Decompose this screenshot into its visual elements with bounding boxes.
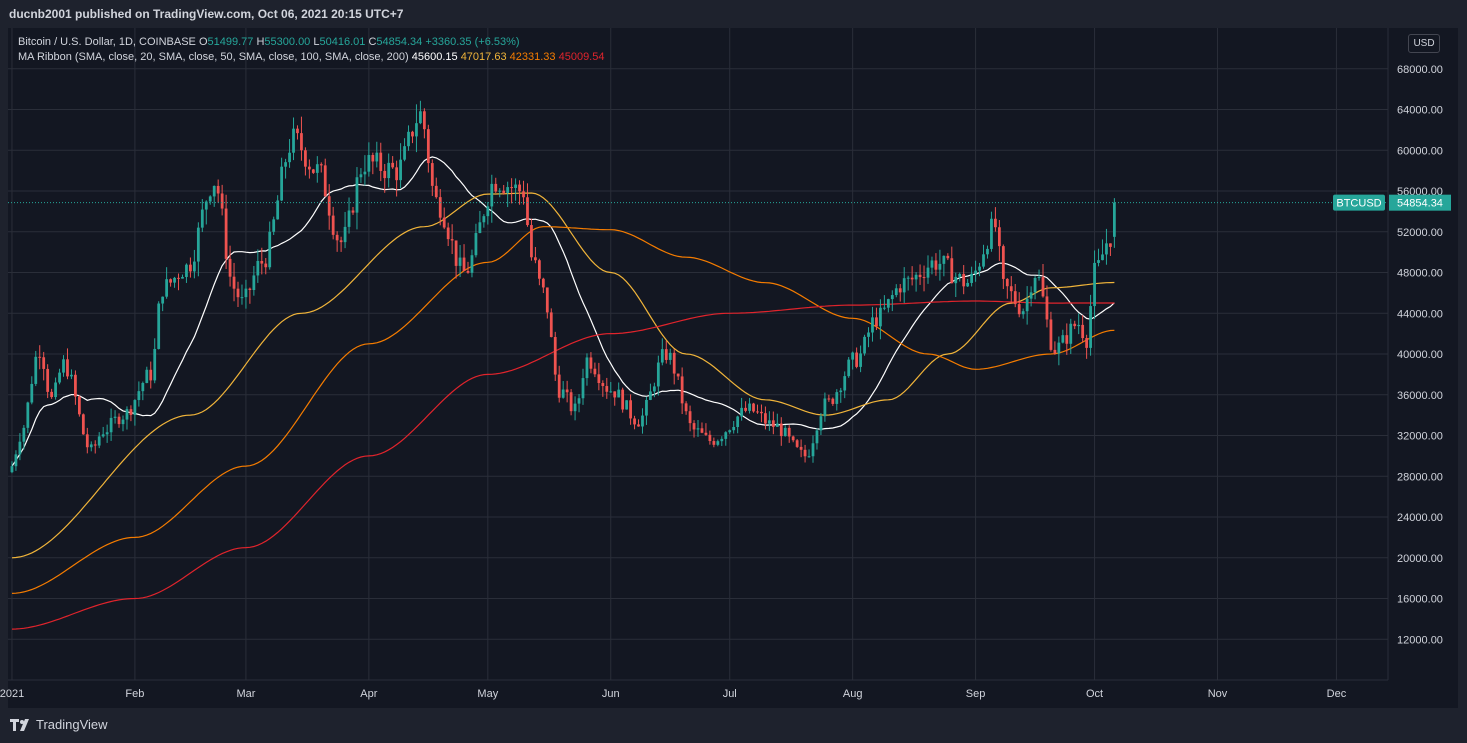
publish-header: ducnb2001 published on TradingView.com, … (0, 0, 1467, 28)
ma-legend-row: MA Ribbon (SMA, close, 20, SMA, close, 5… (18, 50, 604, 65)
open-label: O (198, 36, 208, 48)
ma-ribbon-label: MA Ribbon (SMA, close, 20, SMA, close, 5… (18, 51, 409, 63)
footer-brand[interactable]: TradingView (10, 717, 108, 732)
open-value: 51499.77 (207, 36, 254, 48)
close-label: C (368, 36, 377, 48)
ma50-value: 47017.63 (460, 51, 507, 63)
ma100-value: 42331.33 (509, 51, 556, 63)
low-value: 50416.01 (319, 36, 366, 48)
tradingview-logo-icon (10, 718, 29, 731)
footer-brand-label: TradingView (36, 717, 108, 732)
low-label: L (313, 36, 320, 48)
close-value: 54854.34 (376, 36, 423, 48)
high-label: H (256, 36, 265, 48)
publisher-line: ducnb2001 published on TradingView.com, … (9, 7, 404, 21)
currency-button[interactable]: USD (1408, 34, 1440, 53)
ma200-value: 45009.54 (558, 51, 605, 63)
symbol-label: Bitcoin / U.S. Dollar, 1D, COINBASE (18, 36, 196, 48)
change-value: +3360.35 (+6.53%) (425, 36, 520, 48)
symbol-legend-row: Bitcoin / U.S. Dollar, 1D, COINBASE O514… (18, 35, 604, 50)
high-value: 55300.00 (264, 36, 311, 48)
ma20-value: 45600.15 (411, 51, 458, 63)
chart-panel[interactable] (8, 28, 1458, 708)
chart-legend: Bitcoin / U.S. Dollar, 1D, COINBASE O514… (18, 35, 604, 65)
